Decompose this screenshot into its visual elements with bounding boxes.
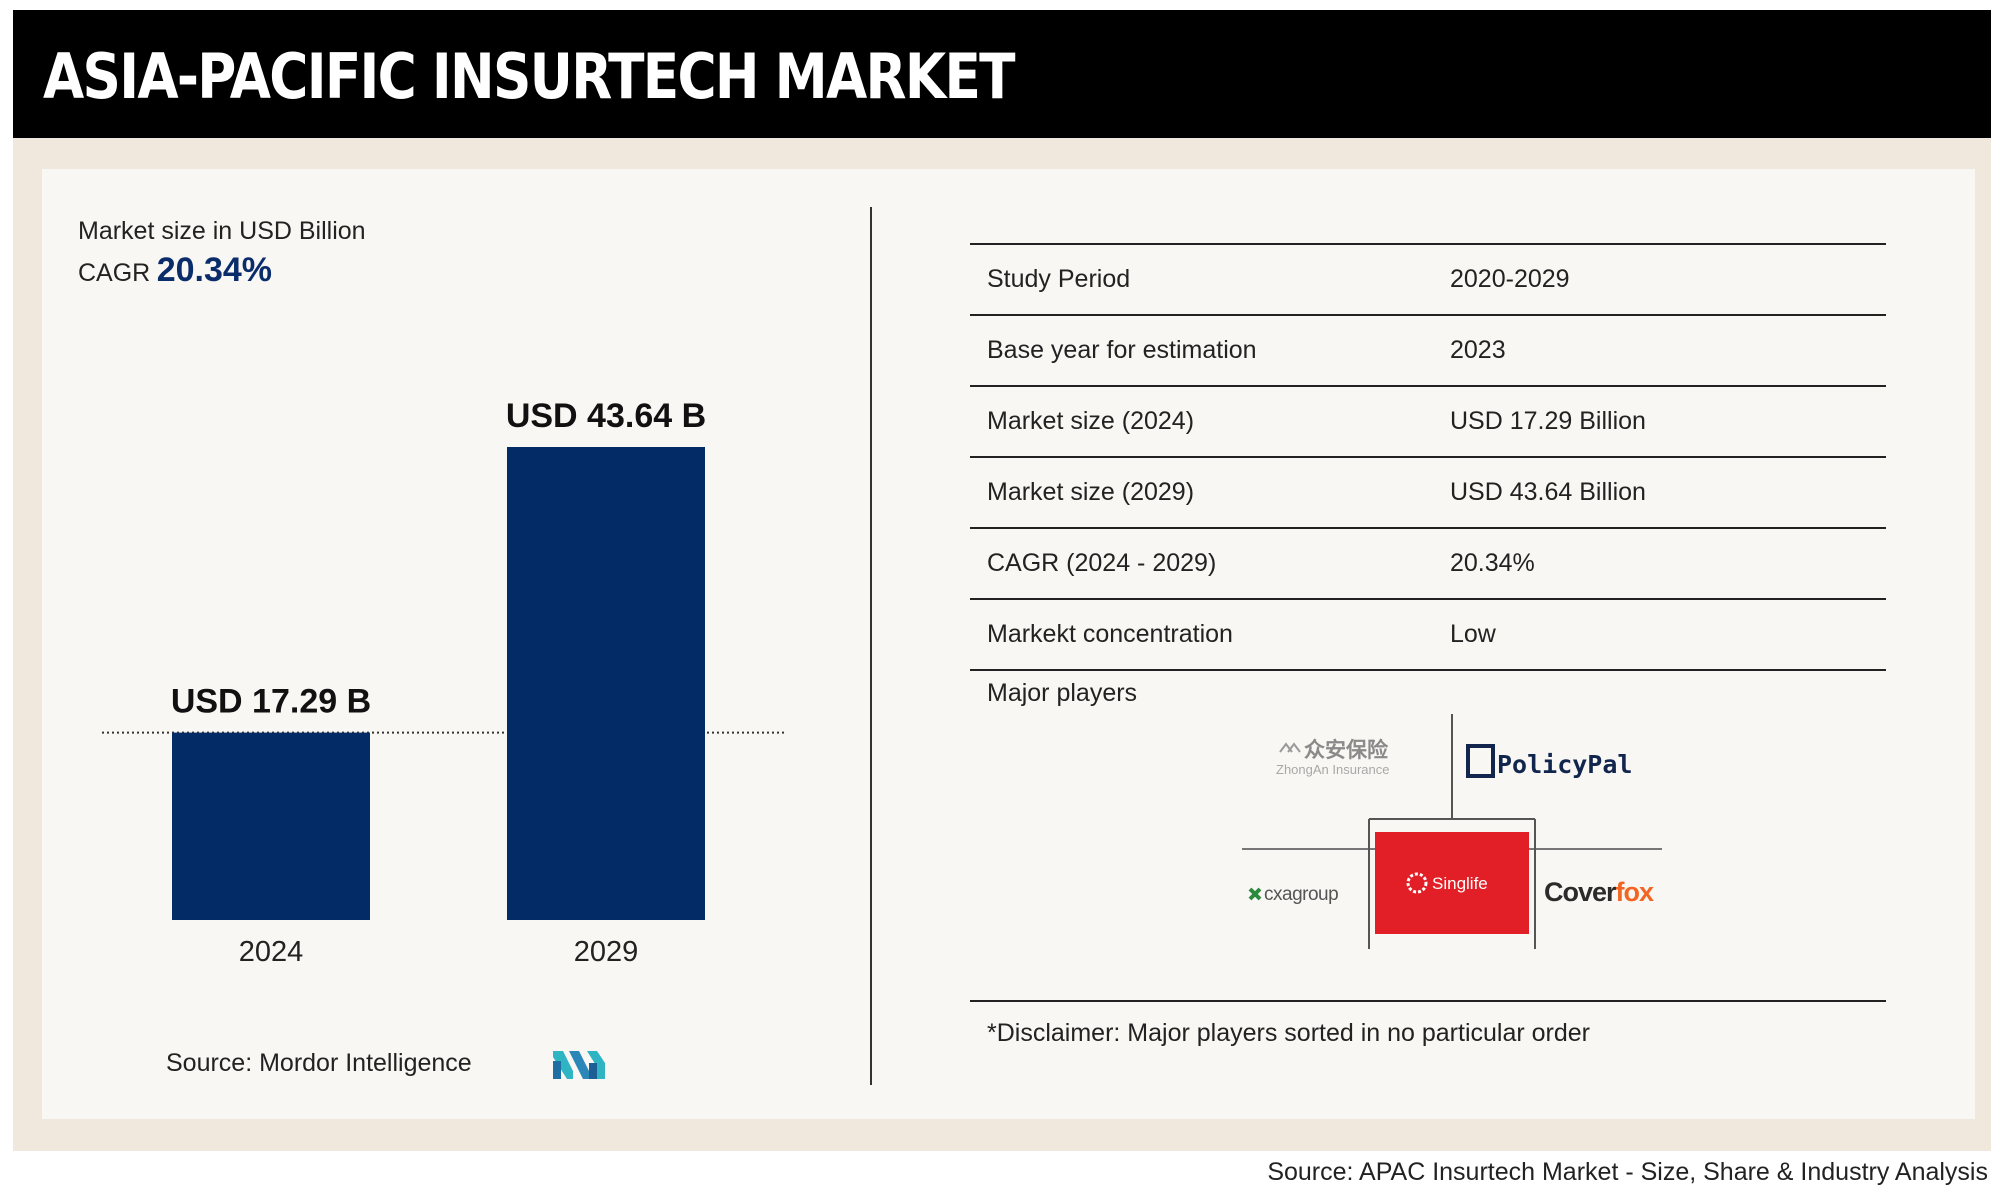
row-label: Market size (2024) (987, 407, 1195, 435)
policypal-logo: PolicyPal (1497, 750, 1633, 779)
row-label: Markekt concentration (987, 620, 1233, 648)
table-row: Markekt concentration Low (970, 598, 1886, 671)
singlife-logo-text: Singlife (1432, 874, 1488, 893)
row-label: Study Period (987, 265, 1131, 293)
disclaimer: *Disclaimer: Major players sorted in no … (987, 1019, 1591, 1047)
zhongan-logo: 众安保险 (1304, 738, 1388, 762)
mordor-intelligence-logo (553, 1051, 605, 1079)
row-label: Base year for estimation (987, 336, 1257, 364)
x-tick-label: 2029 (574, 936, 639, 968)
row-label: Market size (2029) (987, 478, 1195, 506)
singlife-mark-icon (1406, 872, 1428, 894)
page-title: ASIA-PACIFIC INSURTECH MARKET (43, 40, 1016, 113)
cxagroup-mark-icon (1248, 887, 1262, 901)
table-row: Market size (2029) USD 43.64 Billion (970, 456, 1886, 527)
table-row: Base year for estimation 2023 (970, 314, 1886, 385)
row-label: CAGR (2024 - 2029) (987, 549, 1217, 577)
cagr-row: CAGR 20.34% (78, 251, 272, 290)
bar (172, 732, 370, 920)
coverfox-logo-accent: fox (1615, 877, 1654, 907)
row-value: USD 43.64 Billion (1450, 478, 1646, 506)
major-players-grid: 众安保险 ZhongAn Insurance PolicyPal cxagrou… (1242, 714, 1662, 954)
data-label: USD 17.29 B (171, 683, 371, 721)
row-value: 2023 (1450, 336, 1506, 364)
chart-source: Source: Mordor Intelligence (166, 1049, 472, 1077)
market-info-table: Study Period 2020-2029 Base year for est… (970, 243, 1886, 671)
row-value: Low (1450, 620, 1496, 648)
row-value: 2020-2029 (1450, 265, 1570, 293)
header-bar: ASIA-PACIFIC INSURTECH MARKET (13, 10, 1991, 138)
major-players-label: Major players (987, 679, 1138, 707)
bar-chart: USD 17.29 B 2024 USD 43.64 B 2029 (102, 397, 784, 968)
table-row: Study Period 2020-2029 (970, 243, 1886, 314)
vertical-divider (870, 207, 872, 1085)
row-value: 20.34% (1450, 549, 1535, 577)
cagr-value: 20.34% (156, 251, 273, 289)
zhongan-logo-subtext: ZhongAn Insurance (1276, 762, 1390, 777)
singlife-logo (1375, 832, 1529, 934)
policypal-mark-icon (1466, 744, 1495, 778)
bar (507, 447, 705, 920)
coverfox-logo: Coverfox (1544, 877, 1654, 908)
disclaimer-rule (970, 1000, 1886, 1002)
footer-source: Source: APAC Insurtech Market - Size, Sh… (1267, 1158, 1988, 1186)
cagr-label: CAGR (78, 259, 151, 287)
content-frame: Market size in USD Billion CAGR 20.34% U… (13, 138, 1991, 1151)
table-row: CAGR (2024 - 2029) 20.34% (970, 527, 1886, 598)
chart-subtitle: Market size in USD Billion (78, 217, 366, 245)
table-row: Market size (2024) USD 17.29 Billion (970, 385, 1886, 456)
coverfox-logo-part: Cover (1544, 877, 1617, 907)
data-label: USD 43.64 B (506, 397, 706, 435)
zhongan-mark-icon (1279, 742, 1301, 753)
cxagroup-logo: cxagroup (1264, 884, 1339, 905)
content-panel: Market size in USD Billion CAGR 20.34% U… (42, 169, 1975, 1119)
logo-grid-lines (1242, 714, 1662, 949)
row-value: USD 17.29 Billion (1450, 407, 1646, 435)
x-tick-label: 2024 (239, 936, 304, 968)
